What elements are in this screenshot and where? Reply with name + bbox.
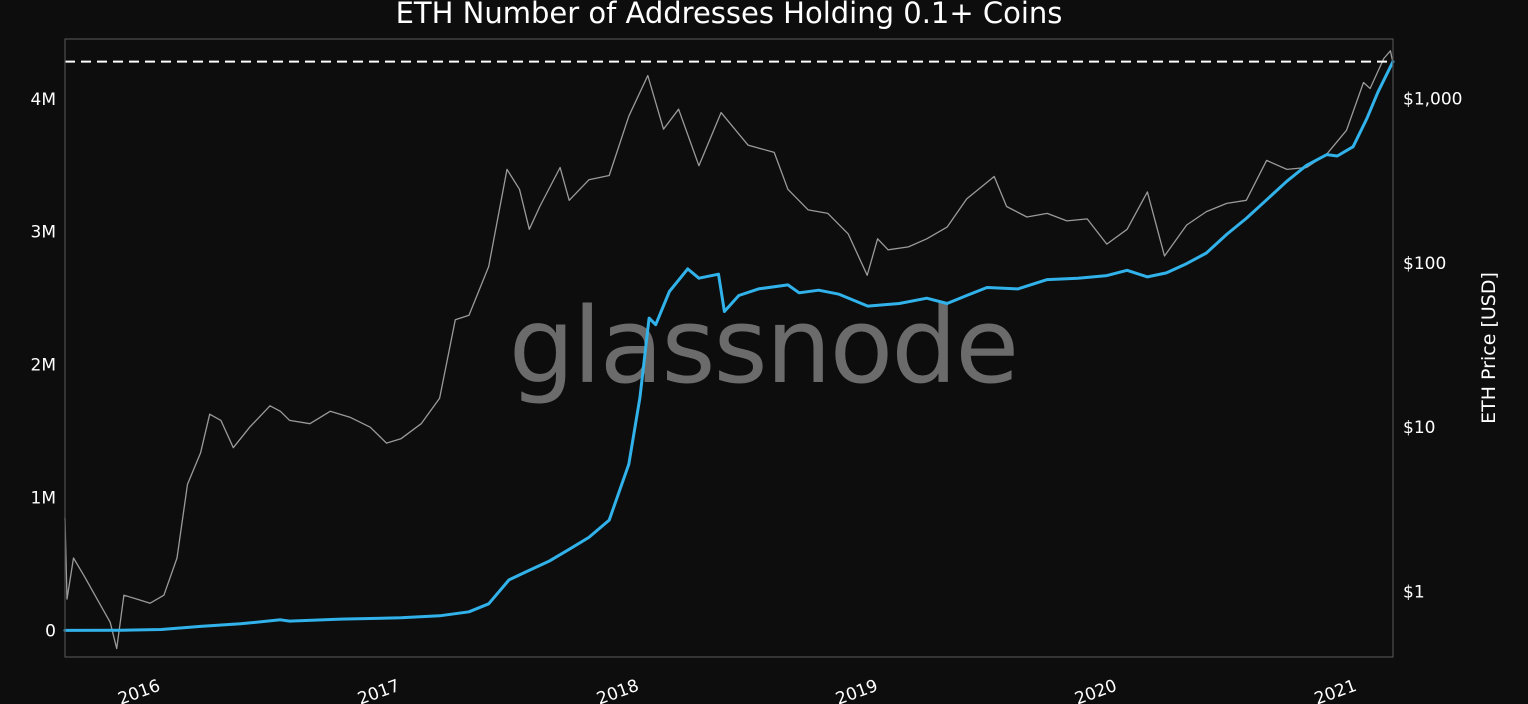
left-axis-tick-label: 0 — [45, 621, 56, 641]
addresses-count-line — [63, 60, 1395, 632]
right-axis-tick-label: $100 — [1403, 254, 1446, 274]
left-axis-tick-label: 3M — [31, 223, 56, 243]
series-lines — [63, 50, 1395, 650]
eth-price-line — [64, 50, 1394, 650]
right-axis-label: ETH Price [USD] — [1478, 272, 1500, 424]
left-axis-tick-label: 2M — [31, 356, 56, 376]
plot-frame — [64, 38, 1394, 658]
left-axis-tick-label: 1M — [31, 489, 56, 509]
left-axis-tick-label: 4M — [31, 90, 56, 110]
glassnode-watermark: glassnode — [509, 285, 1018, 407]
right-axis-tick-label: $1 — [1403, 583, 1425, 603]
right-axis-tick-label: $1,000 — [1403, 89, 1462, 109]
right-axis-tick-label: $10 — [1403, 418, 1435, 438]
chart-title: ETH Number of Addresses Holding 0.1+ Coi… — [396, 0, 1063, 30]
